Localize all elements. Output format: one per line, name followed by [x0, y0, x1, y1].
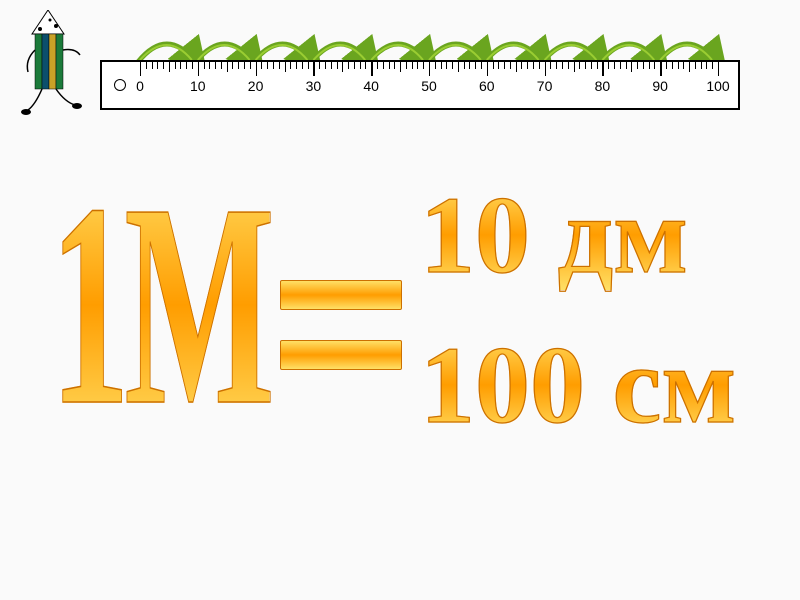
right-side-values: 10 дм 100 см: [420, 180, 736, 440]
tick-label: 70: [537, 78, 553, 94]
equals-sign: [280, 280, 402, 400]
tick-label: 90: [652, 78, 668, 94]
one-meter-label: 1М: [50, 160, 269, 450]
decimeter-label: 10 дм: [420, 180, 736, 290]
tick-label: 30: [306, 78, 322, 94]
tick-label: 60: [479, 78, 495, 94]
ruler-area: 0 10 20 30 40 50 60 70 80 90 100: [100, 60, 740, 110]
equals-bar-top: [280, 280, 402, 310]
tick-label: 20: [248, 78, 264, 94]
equation: 1М 10 дм 100 см: [50, 160, 750, 560]
tick-label: 80: [595, 78, 611, 94]
tick-label: 10: [190, 78, 206, 94]
centimeter-label: 100 см: [420, 330, 736, 440]
ruler-ticks: 0102030405060708090100: [140, 62, 718, 108]
tick-label: 0: [136, 78, 144, 94]
tick-label: 40: [363, 78, 379, 94]
ruler-hole: [114, 79, 126, 91]
tick-label: 50: [421, 78, 437, 94]
ruler: 0 10 20 30 40 50 60 70 80 90 100: [100, 60, 740, 110]
pencil-character: [20, 10, 90, 120]
equals-bar-bottom: [280, 340, 402, 370]
tick-label: 100: [706, 78, 729, 94]
